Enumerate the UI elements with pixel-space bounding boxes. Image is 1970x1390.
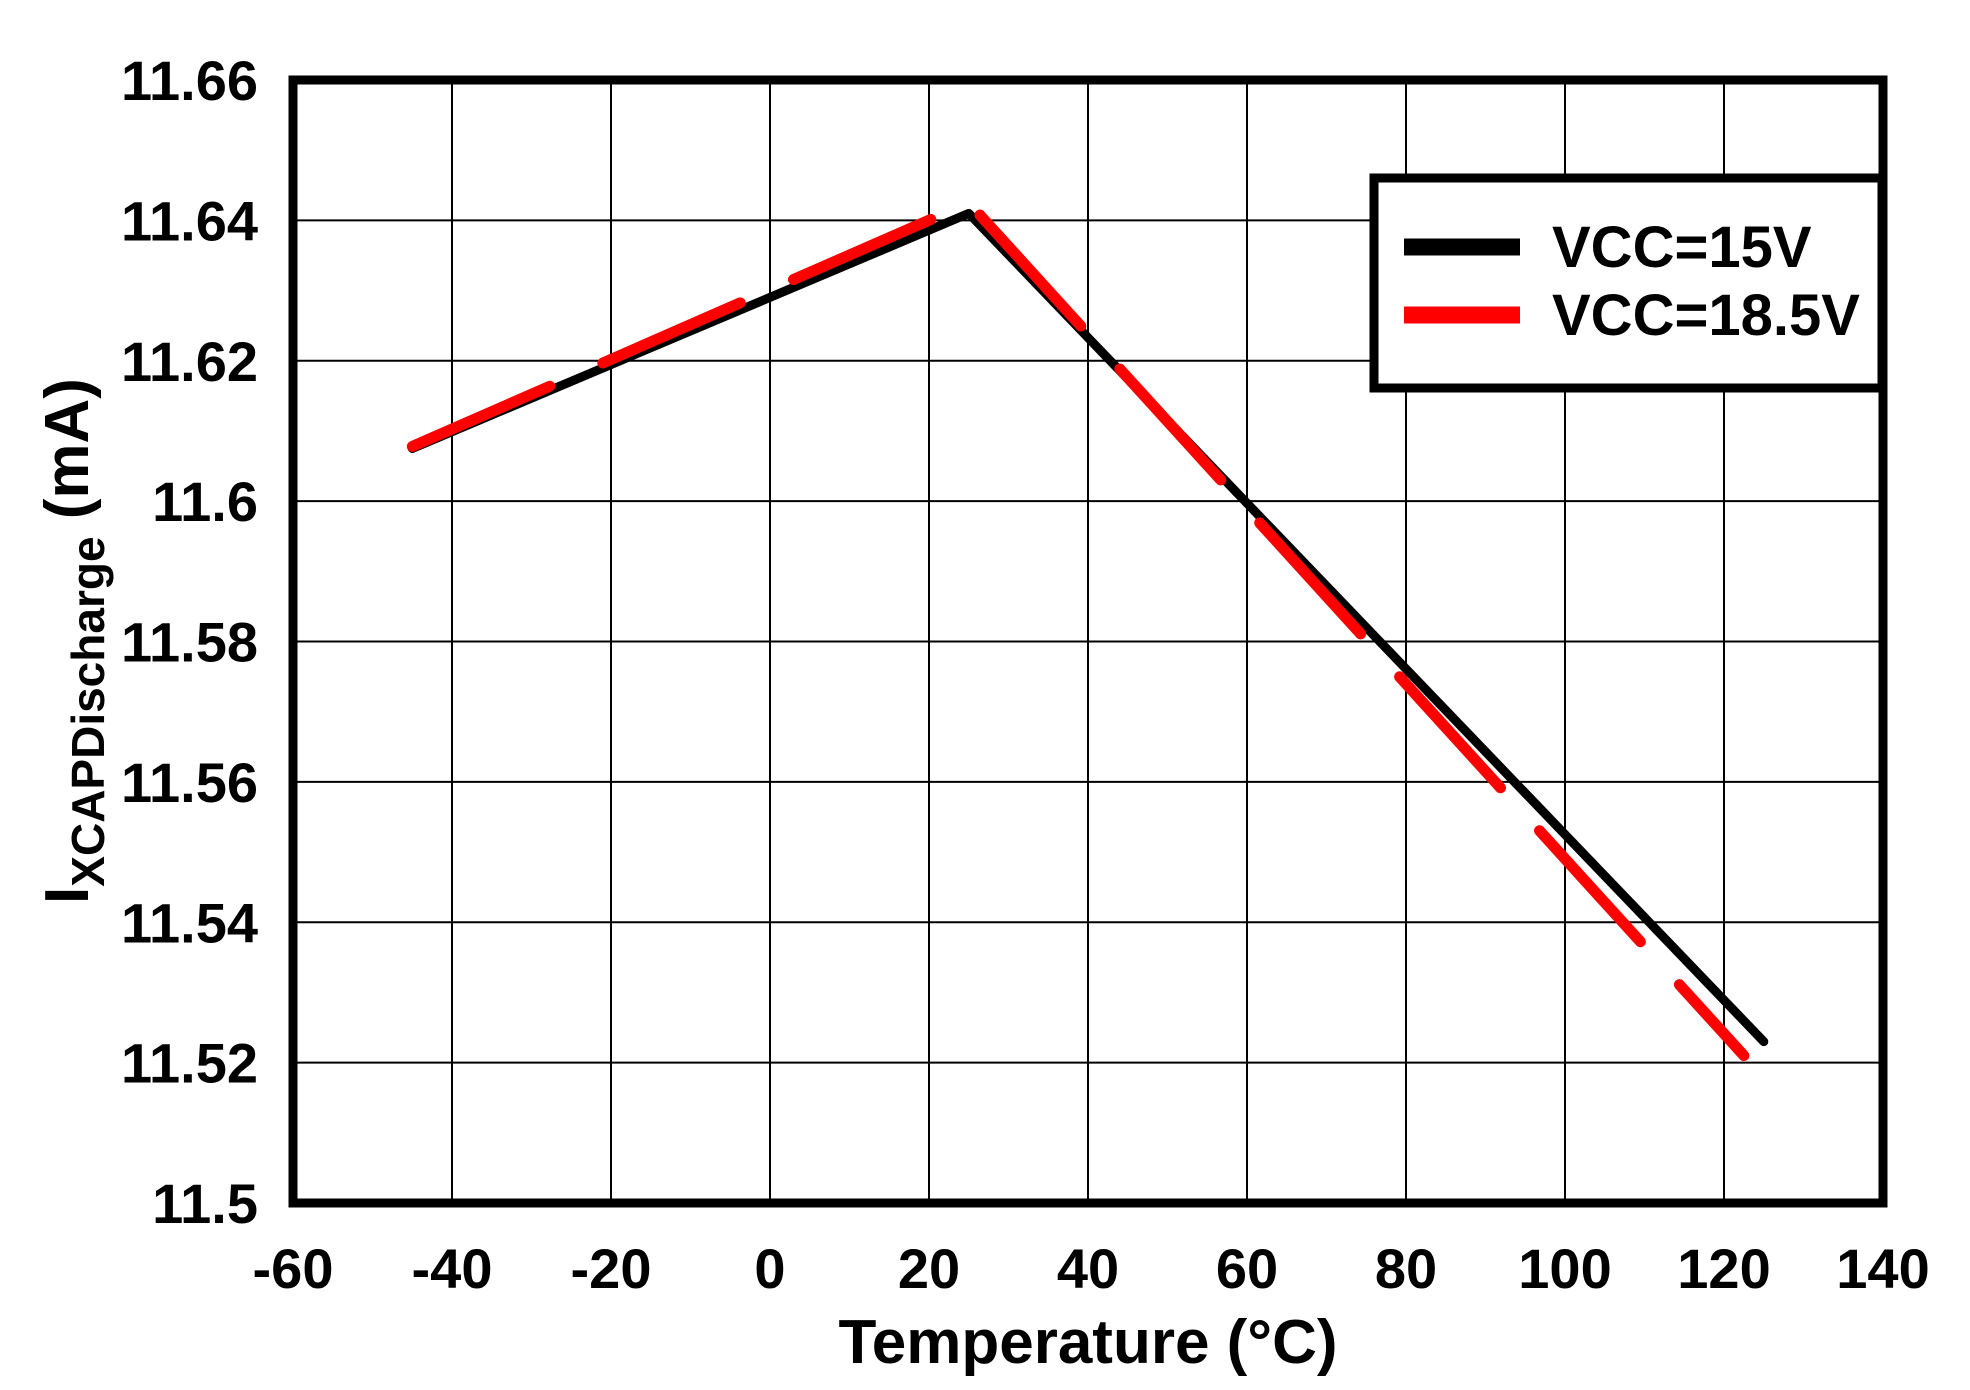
legend: VCC=15V VCC=18.5V xyxy=(1369,173,1887,393)
x-tick-label--20: -20 xyxy=(571,1237,652,1300)
x-tick-label-60: 60 xyxy=(1216,1237,1278,1300)
x-tick-label-40: 40 xyxy=(1057,1237,1119,1300)
y-tick-label-11.56: 11.56 xyxy=(121,751,258,814)
y-tick-label-11.66: 11.66 xyxy=(121,49,258,112)
series-line-vcc-15v xyxy=(407,208,1769,1047)
legend-box xyxy=(1369,173,1887,393)
x-tick-label-80: 80 xyxy=(1375,1237,1437,1300)
legend-label-vcc-18-5v: VCC=18.5V xyxy=(1552,283,1860,348)
y-axis-title-symbol: I xyxy=(33,887,102,904)
x-tick-label-100: 100 xyxy=(1518,1237,1611,1300)
x-axis-title: Temperature (°C) xyxy=(838,1308,1337,1377)
plot-border xyxy=(288,75,1888,1208)
x-axis-tick-labels: -60 -40 -20 0 20 40 60 80 100 120 140 xyxy=(253,1237,1930,1300)
y-tick-label-11.52: 11.52 xyxy=(121,1032,258,1095)
y-tick-label-11.58: 11.58 xyxy=(121,611,258,674)
x-tick-label-140: 140 xyxy=(1836,1237,1929,1300)
y-axis-title-unit: (mA) xyxy=(33,378,102,536)
y-tick-label-11.62: 11.62 xyxy=(121,330,258,393)
y-axis-tick-labels: 11.5 11.52 11.54 11.56 11.58 11.6 11.62 11.64 11… xyxy=(121,49,258,1235)
x-tick-label-20: 20 xyxy=(898,1237,960,1300)
y-tick-label-11.64: 11.64 xyxy=(121,189,258,252)
y-axis-title: IXCAPDischarge (mA) xyxy=(33,378,114,904)
series-layer xyxy=(406,197,1769,1062)
y-tick-label-11.5: 11.5 xyxy=(152,1172,258,1235)
x-tick-label-0: 0 xyxy=(754,1237,785,1300)
x-tick-label--60: -60 xyxy=(253,1237,334,1300)
x-tick-label--40: -40 xyxy=(412,1237,493,1300)
y-axis-title-subscript: XCAPDischarge xyxy=(62,536,114,886)
y-tick-label-11.6: 11.6 xyxy=(152,470,258,533)
series-line-vcc-18-5v xyxy=(406,197,1750,1062)
y-tick-label-11.54: 11.54 xyxy=(121,891,258,954)
legend-label-vcc-15v: VCC=15V xyxy=(1552,215,1812,280)
x-tick-label-120: 120 xyxy=(1677,1237,1770,1300)
